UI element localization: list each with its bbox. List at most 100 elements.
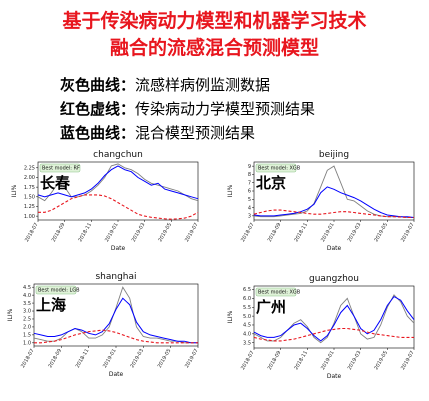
series-line-gray — [253, 165, 414, 218]
best-model-badge — [255, 163, 297, 173]
x-tick-label: 2019-03 — [129, 348, 145, 369]
series-line-blue — [253, 295, 415, 342]
best-model-badge — [35, 285, 77, 295]
x-tick-label: 2018-09 — [267, 222, 283, 243]
series-line-gray — [37, 163, 199, 202]
y-tick-label: 1.75 — [24, 185, 35, 191]
x-tick-label: 2019-07 — [184, 348, 200, 369]
series-line-blue — [37, 165, 199, 200]
best-model-badge — [39, 163, 81, 173]
y-tick-label: 4.0 — [23, 293, 31, 299]
city-label: 长春 — [40, 174, 70, 192]
y-tick-label: 5.5 — [243, 305, 251, 311]
y-axis-label: ILI% — [7, 308, 14, 321]
legend-blue: 蓝色曲线：混合模型预测结果 — [60, 122, 255, 143]
x-tick-label: 2019-05 — [373, 350, 389, 371]
y-tick-label: 8 — [248, 172, 251, 178]
series-line-red-dashed — [34, 329, 198, 344]
chart-beijing: beijing 3 4 5 6 7 8 9 2018-07 2018-09 2018-11 2019-… — [227, 150, 416, 252]
x-tick-label: 2019-07 — [184, 222, 200, 243]
x-tick-label: 2018-11 — [293, 222, 309, 243]
y-tick-label: 1.0 — [23, 341, 31, 347]
x-tick-label: 2019-05 — [157, 222, 173, 243]
city-label: 广州 — [256, 298, 286, 316]
x-tick-label: 2018-07 — [24, 222, 40, 243]
series-line-blue — [253, 186, 415, 218]
x-tick-label: 2019-01 — [104, 222, 120, 243]
best-model-text: Best model: LGB — [38, 288, 80, 294]
best-model-text: Best model: XGB — [258, 166, 301, 172]
x-axis-label: Date — [327, 245, 342, 252]
y-tick-label: 1.25 — [24, 204, 35, 210]
chart-changchun: changchun 1.00 1.25 1.50 1.75 2.00 2.25 2018-07… — [11, 150, 200, 252]
series-line-gray — [253, 294, 415, 344]
y-tick-label: 4.5 — [243, 323, 251, 329]
plot-frame — [33, 283, 199, 347]
x-tick-label: 2018-09 — [267, 350, 283, 371]
y-tick-label: 7 — [248, 180, 251, 186]
y-tick-label: 3.0 — [23, 309, 31, 315]
chart-title: beijing — [319, 150, 349, 160]
page-title-line-1: 基于传染病动力模型和机器学习技术 — [62, 10, 367, 32]
y-tick-label: 2.00 — [24, 175, 35, 181]
x-tick-label: 2018-07 — [240, 350, 256, 371]
chart-guangzhou: guangzhou 3.5 4.0 4.5 5.0 5.5 6.0 6.5 2018-07 201… — [227, 274, 416, 380]
series-line-gray — [33, 286, 198, 344]
page-title-line-2: 融合的流感混合预测模型 — [109, 37, 319, 59]
y-tick-label: 6.5 — [243, 287, 251, 293]
series-line-red-dashed — [253, 327, 414, 342]
legend-blue-text: 混合模型预测结果 — [135, 124, 256, 142]
chart-title: changchun — [93, 150, 143, 160]
y-axis-label: ILI% — [227, 184, 234, 197]
x-axis-label: Date — [111, 245, 126, 252]
y-tick-label: 5 — [248, 197, 251, 203]
legend-red-key: 红色虚线： — [60, 100, 136, 118]
x-axis-label: Date — [327, 373, 342, 380]
x-tick-label: 2019-05 — [373, 222, 389, 243]
best-model-text: Best model: RF — [42, 166, 80, 172]
x-tick-label: 2018-11 — [77, 222, 93, 243]
y-tick-label: 5.0 — [243, 314, 251, 320]
y-tick-label: 4.5 — [23, 285, 31, 291]
y-tick-label: 6 — [248, 189, 251, 195]
y-axis-label: ILI% — [11, 184, 18, 197]
x-tick-label: 2019-07 — [400, 222, 416, 243]
city-label: 北京 — [256, 174, 286, 192]
x-axis-label: Date — [109, 371, 124, 378]
chart-shanghai: shanghai 1.0 1.5 2.0 2.5 3.0 3.5 4.0 4.5 2018-07 2… — [7, 272, 200, 378]
x-tick-label: 2019-05 — [157, 348, 173, 369]
x-tick-label: 2019-03 — [131, 222, 147, 243]
y-tick-label: 4.0 — [243, 332, 251, 338]
x-tick-label: 2019-01 — [320, 222, 336, 243]
y-tick-label: 1.5 — [23, 333, 31, 339]
series-line-blue — [33, 297, 198, 344]
y-tick-label: 3 — [248, 214, 251, 220]
y-tick-label: 2.5 — [23, 317, 31, 323]
x-tick-label: 2018-07 — [20, 348, 36, 369]
chart-title: shanghai — [95, 272, 136, 282]
x-tick-label: 2018-11 — [75, 348, 91, 369]
series-line-red-dashed — [38, 194, 199, 220]
x-tick-label: 2019-01 — [320, 350, 336, 371]
y-tick-label: 4 — [248, 205, 251, 211]
x-tick-label: 2018-09 — [47, 348, 63, 369]
y-tick-label: 3.5 — [243, 340, 251, 346]
y-tick-label: 2.25 — [24, 166, 35, 172]
legend-gray: 灰色曲线：流感样病例监测数据 — [60, 74, 270, 95]
y-axis-label: ILI% — [227, 310, 234, 323]
x-tick-label: 2019-03 — [347, 222, 363, 243]
best-model-badge — [255, 287, 297, 297]
city-label: 上海 — [36, 296, 66, 314]
x-tick-label: 2019-03 — [347, 350, 363, 371]
x-tick-label: 2019-07 — [400, 350, 416, 371]
x-tick-label: 2019-01 — [102, 348, 118, 369]
x-tick-label: 2018-09 — [51, 222, 67, 243]
legend-gray-text: 流感样病例监测数据 — [135, 76, 271, 94]
y-tick-label: 1.00 — [24, 214, 35, 220]
x-tick-label: 2018-11 — [293, 350, 309, 371]
y-tick-label: 6.0 — [243, 296, 251, 302]
y-tick-label: 3.5 — [23, 301, 31, 307]
chart-title: guangzhou — [309, 274, 359, 284]
best-model-text: Best model: XGB — [258, 290, 301, 296]
legend-red: 红色虚线：传染病动力学模型预测结果 — [60, 98, 315, 119]
